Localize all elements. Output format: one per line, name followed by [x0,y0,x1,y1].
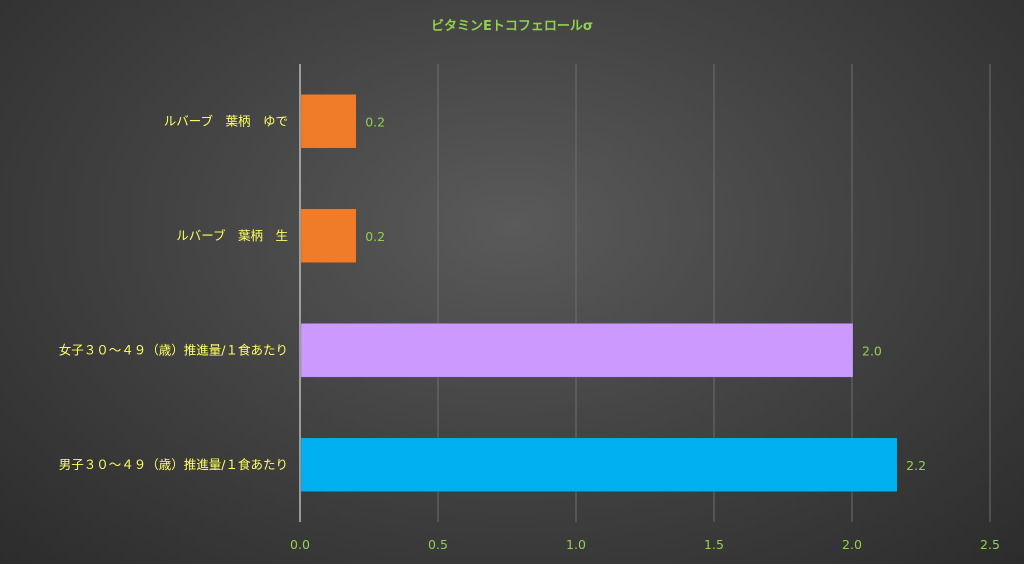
bar [300,208,357,263]
bar [300,437,898,492]
x-tick-label: 1.5 [704,537,724,552]
category-label: ルバーブ 葉柄 ゆで [164,113,288,128]
data-label: 0.2 [365,229,385,244]
data-label: 0.2 [365,114,385,129]
x-tick-label: 1.0 [566,537,586,552]
category-label: 女子３０～４９（歳）推進量/１食あたり [59,342,288,357]
bar [300,94,357,149]
x-tick-label: 0.5 [428,537,448,552]
x-tick-label: 2.5 [980,537,1000,552]
x-axis-tick-labels: 0.0 0.5 1.0 1.5 2.0 2.5 [290,537,1000,552]
category-label: 男子３０～４９（歳）推進量/１食あたり [59,457,288,472]
bars [300,94,898,492]
category-label: ルバーブ 葉柄 生 [176,228,288,243]
data-label: 2.0 [862,343,882,358]
x-tick-label: 2.0 [842,537,862,552]
bar [300,323,854,378]
x-tick-label: 0.0 [290,537,310,552]
data-label: 2.2 [906,458,926,473]
chart-title: ビタミンEトコフェロールσ [431,18,593,34]
value-labels: 0.2 0.2 2.0 2.2 [365,114,926,473]
